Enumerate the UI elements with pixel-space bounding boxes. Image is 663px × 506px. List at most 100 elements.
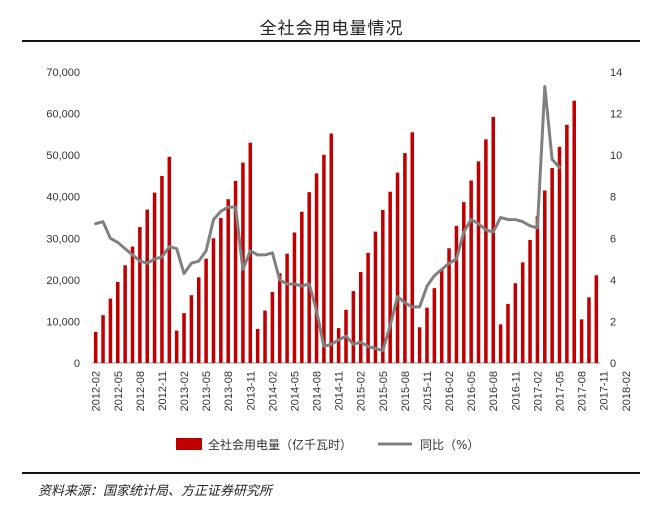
y-right-tick-label: 10 [610,150,622,162]
bar [366,252,370,363]
bar [565,124,569,363]
bar [263,310,267,363]
x-tick-label: 2013-08 [223,371,235,411]
bar [101,315,105,363]
bar [410,132,415,363]
bar [292,232,297,363]
bar [152,192,157,363]
bar [204,258,208,363]
x-tick-label: 2017-02 [532,371,544,411]
x-tick-label: 2013-11 [245,371,257,411]
x-tick-label: 2014-05 [289,371,301,411]
bar [403,153,407,363]
bar [145,209,149,363]
bar [160,175,164,363]
y-left-tick-label: 20,000 [46,275,80,287]
legend-line-label: 同比（%） [420,438,479,452]
y-right-tick-label: 0 [610,358,616,370]
x-tick-label: 2012-08 [135,371,147,411]
bar [579,319,584,363]
y-right-tick-label: 14 [610,67,622,79]
y-left-tick-label: 10,000 [46,316,80,328]
bar [520,262,525,363]
bar [351,291,356,363]
bar [322,154,326,363]
bar [174,330,179,363]
x-tick-label: 2017-08 [577,371,589,411]
bar [373,231,378,363]
bar [130,246,135,363]
x-tick-label: 2017-05 [555,371,567,411]
bar [454,225,459,363]
bar [336,328,341,363]
source-note: 资料来源：国家统计局、方正证券研究所 [38,484,273,499]
y-left-tick-label: 40,000 [46,192,80,204]
bar [196,277,201,363]
bar [138,227,142,363]
bar [484,139,488,363]
bar [572,100,576,363]
bar [381,210,385,363]
bar [469,180,473,363]
bar [189,295,194,363]
bar [116,281,120,363]
chart: 0 10,000 20,000 30,000 40,000 50,000 60,000 70,… [46,67,633,452]
bar [358,271,363,363]
bar [550,168,554,363]
x-tick-label: 2013-02 [179,371,191,411]
bar [255,328,260,363]
bar [491,116,496,363]
bar [182,313,186,363]
y-left-tick-label: 60,000 [46,109,80,121]
bar [543,190,547,363]
y-right-tick-label: 8 [610,192,616,204]
bar [498,324,503,363]
bottom-rule [22,472,640,474]
bar [388,191,392,363]
x-tick-label: 2014-11 [334,371,346,411]
legend-bar-label: 全社会用电量（亿千瓦时） [208,437,352,452]
bar [447,248,451,363]
bar [395,172,400,363]
x-tick-label: 2012-05 [113,371,125,411]
bar [439,268,444,363]
bar [432,288,437,363]
y-left-tick-label: 0 [74,358,80,370]
y-right-tick-label: 6 [610,233,616,245]
bar [226,199,230,363]
bar [476,161,481,363]
bar [123,265,127,363]
bar [594,275,599,363]
x-tick-label: 2015-08 [400,371,412,411]
bar [211,238,216,363]
bar [587,297,591,363]
y-right-tick-label: 2 [610,316,616,328]
chart-title: 全社会用电量情况 [259,19,404,39]
bar [506,303,510,363]
top-rule [22,40,640,42]
x-tick-label: 2015-11 [422,371,434,411]
bar [462,202,466,363]
y-left-tick-label: 30,000 [46,233,80,245]
x-tick-label: 2016-02 [444,371,456,411]
bar [425,307,429,363]
bar [108,298,113,363]
y-left-tick-label: 70,000 [46,67,80,79]
x-tick-label: 2015-02 [356,371,368,411]
bar [557,146,562,363]
x-tick-label: 2014-02 [267,371,279,411]
x-tick-label: 2016-08 [488,371,500,411]
bar [417,327,422,363]
bar [329,133,334,363]
bar [233,180,238,363]
x-tick-label: 2012-02 [91,371,103,411]
x-tick-label: 2013-05 [201,371,213,411]
x-tick-label: 2018-02 [621,371,633,411]
y-right-tick-label: 4 [610,275,616,287]
y-left-tick-label: 50,000 [46,150,80,162]
bar [314,173,319,363]
bar [277,273,282,363]
x-tick-label: 2016-05 [466,371,478,411]
x-tick-label: 2015-05 [378,371,390,411]
bar [270,291,275,363]
